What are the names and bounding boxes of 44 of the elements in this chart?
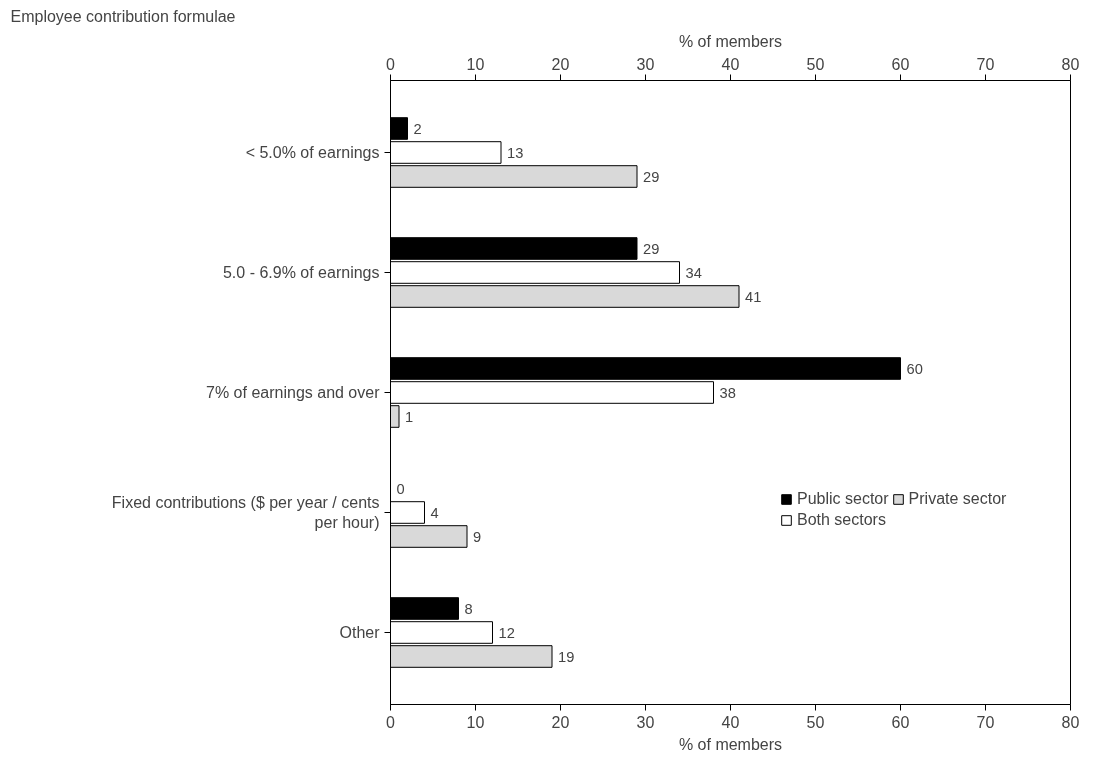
x2-axis-title: % of members [678,735,783,753]
x2-tick-label: 10 [466,713,485,731]
x-tick-label: 80 [1061,55,1080,73]
data-label: 4 [430,504,439,521]
data-label: 2 [413,120,422,137]
x-tick-label: 50 [806,55,825,73]
data-label: 13 [507,144,524,161]
data-label: 8 [464,600,473,617]
x2-tick-label: 70 [976,713,995,731]
data-label: 41 [745,288,762,305]
data-label: 12 [498,624,515,641]
x2-tick-label: 20 [551,713,570,731]
x2-tick-label: 0 [386,713,396,731]
x2-tick-label: 80 [1061,713,1080,731]
data-label: 1 [405,408,414,425]
legend-label: Both sectors [797,511,886,529]
x-axis-title: % of members [678,32,783,50]
y-tick-label: 7% of earnings and over [206,384,381,401]
x2-tick-label: 50 [806,713,825,731]
data-label: 38 [719,384,736,401]
legend-label: Public sector [797,490,889,508]
data-label: 34 [685,264,702,281]
text: Employee contribution formulae [10,7,236,25]
x-tick-label: 0 [386,55,396,73]
x-tick-label: 20 [551,55,570,73]
x-tick-label: 10 [466,55,485,73]
x-tick-label: 60 [891,55,910,73]
data-label: 29 [643,168,660,185]
y-tick-label: Fixed contributions ($ per year / cents per hour) [111,493,380,532]
legend-label: Private sector [908,490,1007,508]
data-label: 29 [643,240,660,257]
x-tick-label: 30 [636,55,655,73]
x2-tick-label: 40 [721,713,740,731]
y-tick-label: < 5.0% of earnings [245,144,380,161]
data-label: 0 [396,480,405,497]
x2-tick-label: 60 [891,713,910,731]
data-label: 19 [558,648,575,665]
y-tick-label: 5.0 - 6.9% of earnings [222,264,380,281]
x-tick-label: 70 [976,55,995,73]
x2-tick-label: 30 [636,713,655,731]
data-label: 60 [906,360,923,377]
data-label: 9 [473,528,482,545]
y-tick-label: Other [339,624,381,641]
x-tick-label: 40 [721,55,740,73]
